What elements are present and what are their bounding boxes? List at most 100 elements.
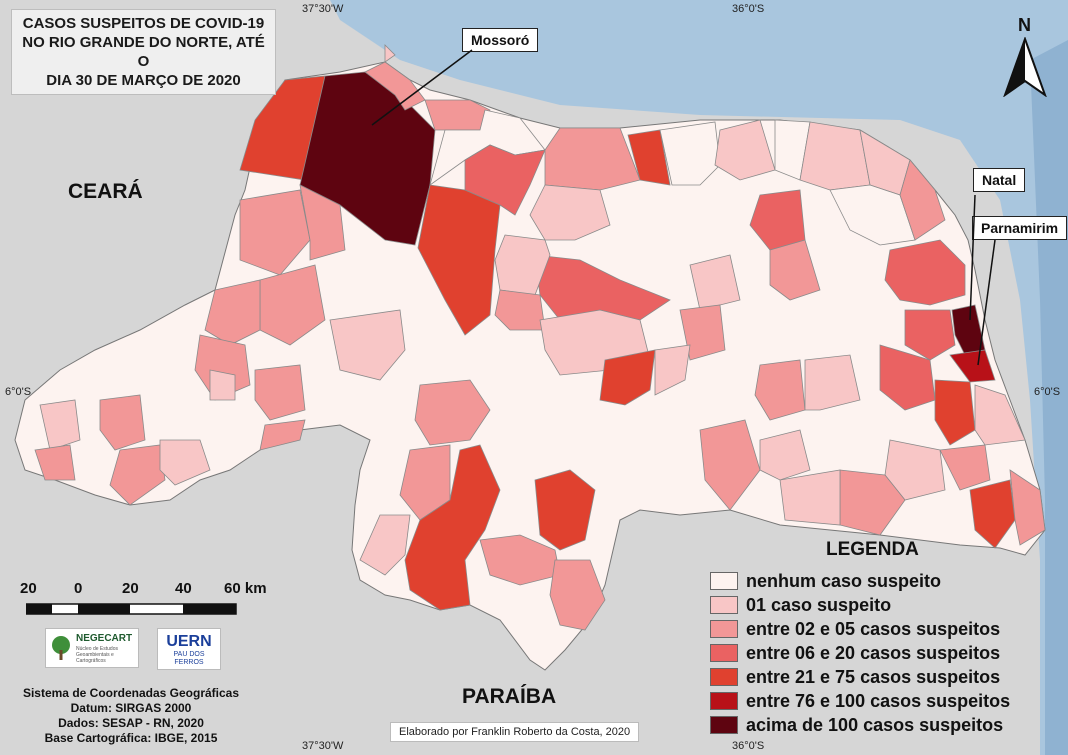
- muni-area: [549, 559, 606, 631]
- callout-natal: Natal: [973, 168, 1026, 192]
- muni-area: [209, 369, 236, 401]
- meta-base: Base Cartográfica: IBGE, 2015: [44, 731, 218, 745]
- muni-area: [259, 419, 306, 451]
- callout-mossoro: Mossoró: [462, 28, 539, 52]
- muni-area: [899, 159, 946, 241]
- muni-area: [159, 439, 211, 486]
- uern-subtitle: PAU DOS FERROS: [173, 651, 205, 666]
- legend-swatch: [710, 572, 738, 590]
- muni-area: [799, 121, 871, 191]
- negecart-logo: NEGECART Núcleo de Estudos Geoambientais…: [45, 628, 139, 668]
- muni-area: [974, 384, 1026, 446]
- muni-area: [34, 444, 76, 481]
- muni-area: [714, 119, 776, 181]
- legend-swatch: [710, 668, 738, 686]
- muni-area: [754, 359, 806, 421]
- region-label-paraiba: PARAÍBA: [462, 685, 557, 708]
- muni-area: [659, 121, 721, 186]
- scale-bar-graphic: [26, 603, 237, 615]
- muni-area: [329, 309, 406, 381]
- negecart-subtitle: Núcleo de Estudos Geoambientais e Cartog…: [76, 646, 118, 664]
- muni-area: [299, 184, 346, 261]
- legend-swatch: [710, 620, 738, 638]
- coord-bottom-left: 37°30'W: [302, 740, 344, 752]
- legend-item: nenhum caso suspeito: [710, 570, 941, 592]
- muni-area: [414, 379, 491, 446]
- muni-area: [779, 469, 841, 526]
- legend-item: entre 02 e 05 casos suspeitos: [710, 618, 1000, 640]
- coord-top-left: 37°30'W: [302, 3, 344, 15]
- north-label: N: [1018, 15, 1031, 35]
- muni-area: [494, 289, 546, 331]
- muni-area: [769, 239, 821, 301]
- north-arrow-icon: [1003, 37, 1047, 97]
- map-title: CASOS SUSPEITOS DE COVID-19 NO RIO GRAND…: [11, 9, 276, 95]
- muni-area: [254, 364, 306, 421]
- legend-swatch: [710, 644, 738, 662]
- scale-label: 60 km: [224, 580, 267, 597]
- muni-area: [529, 184, 611, 241]
- muni-area: [464, 144, 546, 216]
- muni-area: [39, 399, 81, 451]
- legend-swatch: [710, 692, 738, 710]
- tree-icon: [52, 636, 70, 660]
- legend-label: acima de 100 casos suspeitos: [746, 714, 1004, 735]
- muni-area: [699, 419, 761, 511]
- author-credit: Elaborado por Franklin Roberto da Costa,…: [390, 722, 640, 742]
- coord-bottom-right: 36°0'S: [732, 740, 765, 752]
- meta-data-source: Dados: SESAP - RN, 2020: [58, 716, 204, 730]
- uern-title: UERN: [166, 633, 212, 650]
- muni-area: [599, 349, 656, 406]
- legend-label: entre 76 e 100 casos suspeitos: [746, 690, 1011, 711]
- legend-swatch: [710, 716, 738, 734]
- muni-area: [239, 75, 326, 181]
- muni-area: [534, 469, 596, 551]
- muni-area: [239, 189, 311, 276]
- legend-label: entre 02 e 05 casos suspeitos: [746, 618, 1001, 639]
- scale-label: 20: [122, 580, 139, 597]
- muni-area: [1009, 469, 1046, 546]
- legend-item: 01 caso suspeito: [710, 594, 891, 616]
- muni-area: [404, 444, 501, 611]
- ocean-area: [330, 0, 1068, 755]
- muni-area: [884, 239, 966, 306]
- muni-area: [904, 309, 956, 361]
- legend-item: entre 76 e 100 casos suspeitos: [710, 690, 1010, 712]
- scale-label: 0: [74, 580, 83, 597]
- legend-label: entre 06 e 20 casos suspeitos: [746, 642, 1001, 663]
- title-line-1: CASOS SUSPEITOS DE COVID-19: [22, 15, 265, 32]
- muni-area: [109, 444, 166, 506]
- muni-area: [99, 394, 146, 451]
- legend-label: entre 21 e 75 casos suspeitos: [746, 666, 1001, 687]
- muni-area: [934, 379, 976, 446]
- muni-area: [679, 304, 726, 361]
- muni-area: [689, 254, 741, 311]
- callout-parnamirim: Parnamirim: [972, 216, 1068, 240]
- coord-right-lat: 6°0'S: [1034, 386, 1061, 398]
- muni-area: [879, 344, 936, 411]
- legend-label: 01 caso suspeito: [746, 594, 892, 615]
- legend-label: nenhum caso suspeito: [746, 570, 942, 591]
- muni-area: [627, 129, 671, 186]
- muni-area: [759, 429, 811, 481]
- negecart-title: NEGECART: [76, 633, 133, 644]
- north-arrow: N: [1000, 15, 1050, 97]
- muni-area: [969, 479, 1016, 549]
- muni-area: [884, 439, 946, 501]
- meta-datum: Datum: SIRGAS 2000: [70, 701, 192, 715]
- coord-top-right: 36°0'S: [732, 3, 765, 15]
- muni-area: [359, 514, 411, 576]
- muni-area: [654, 344, 691, 396]
- muni-area: [204, 279, 261, 346]
- legend-item: entre 21 e 75 casos suspeitos: [710, 666, 1000, 688]
- uern-logo: UERN PAU DOS FERROS: [157, 628, 221, 670]
- muni-area: [804, 354, 861, 411]
- legend-item: acima de 100 casos suspeitos: [710, 714, 1003, 736]
- coord-left-lat: 6°0'S: [5, 386, 32, 398]
- scale-label: 40: [175, 580, 192, 597]
- meta-system: Sistema de Coordenadas Geográficas: [22, 686, 240, 700]
- legend-swatch: [710, 596, 738, 614]
- legend-item: entre 06 e 20 casos suspeitos: [710, 642, 1000, 664]
